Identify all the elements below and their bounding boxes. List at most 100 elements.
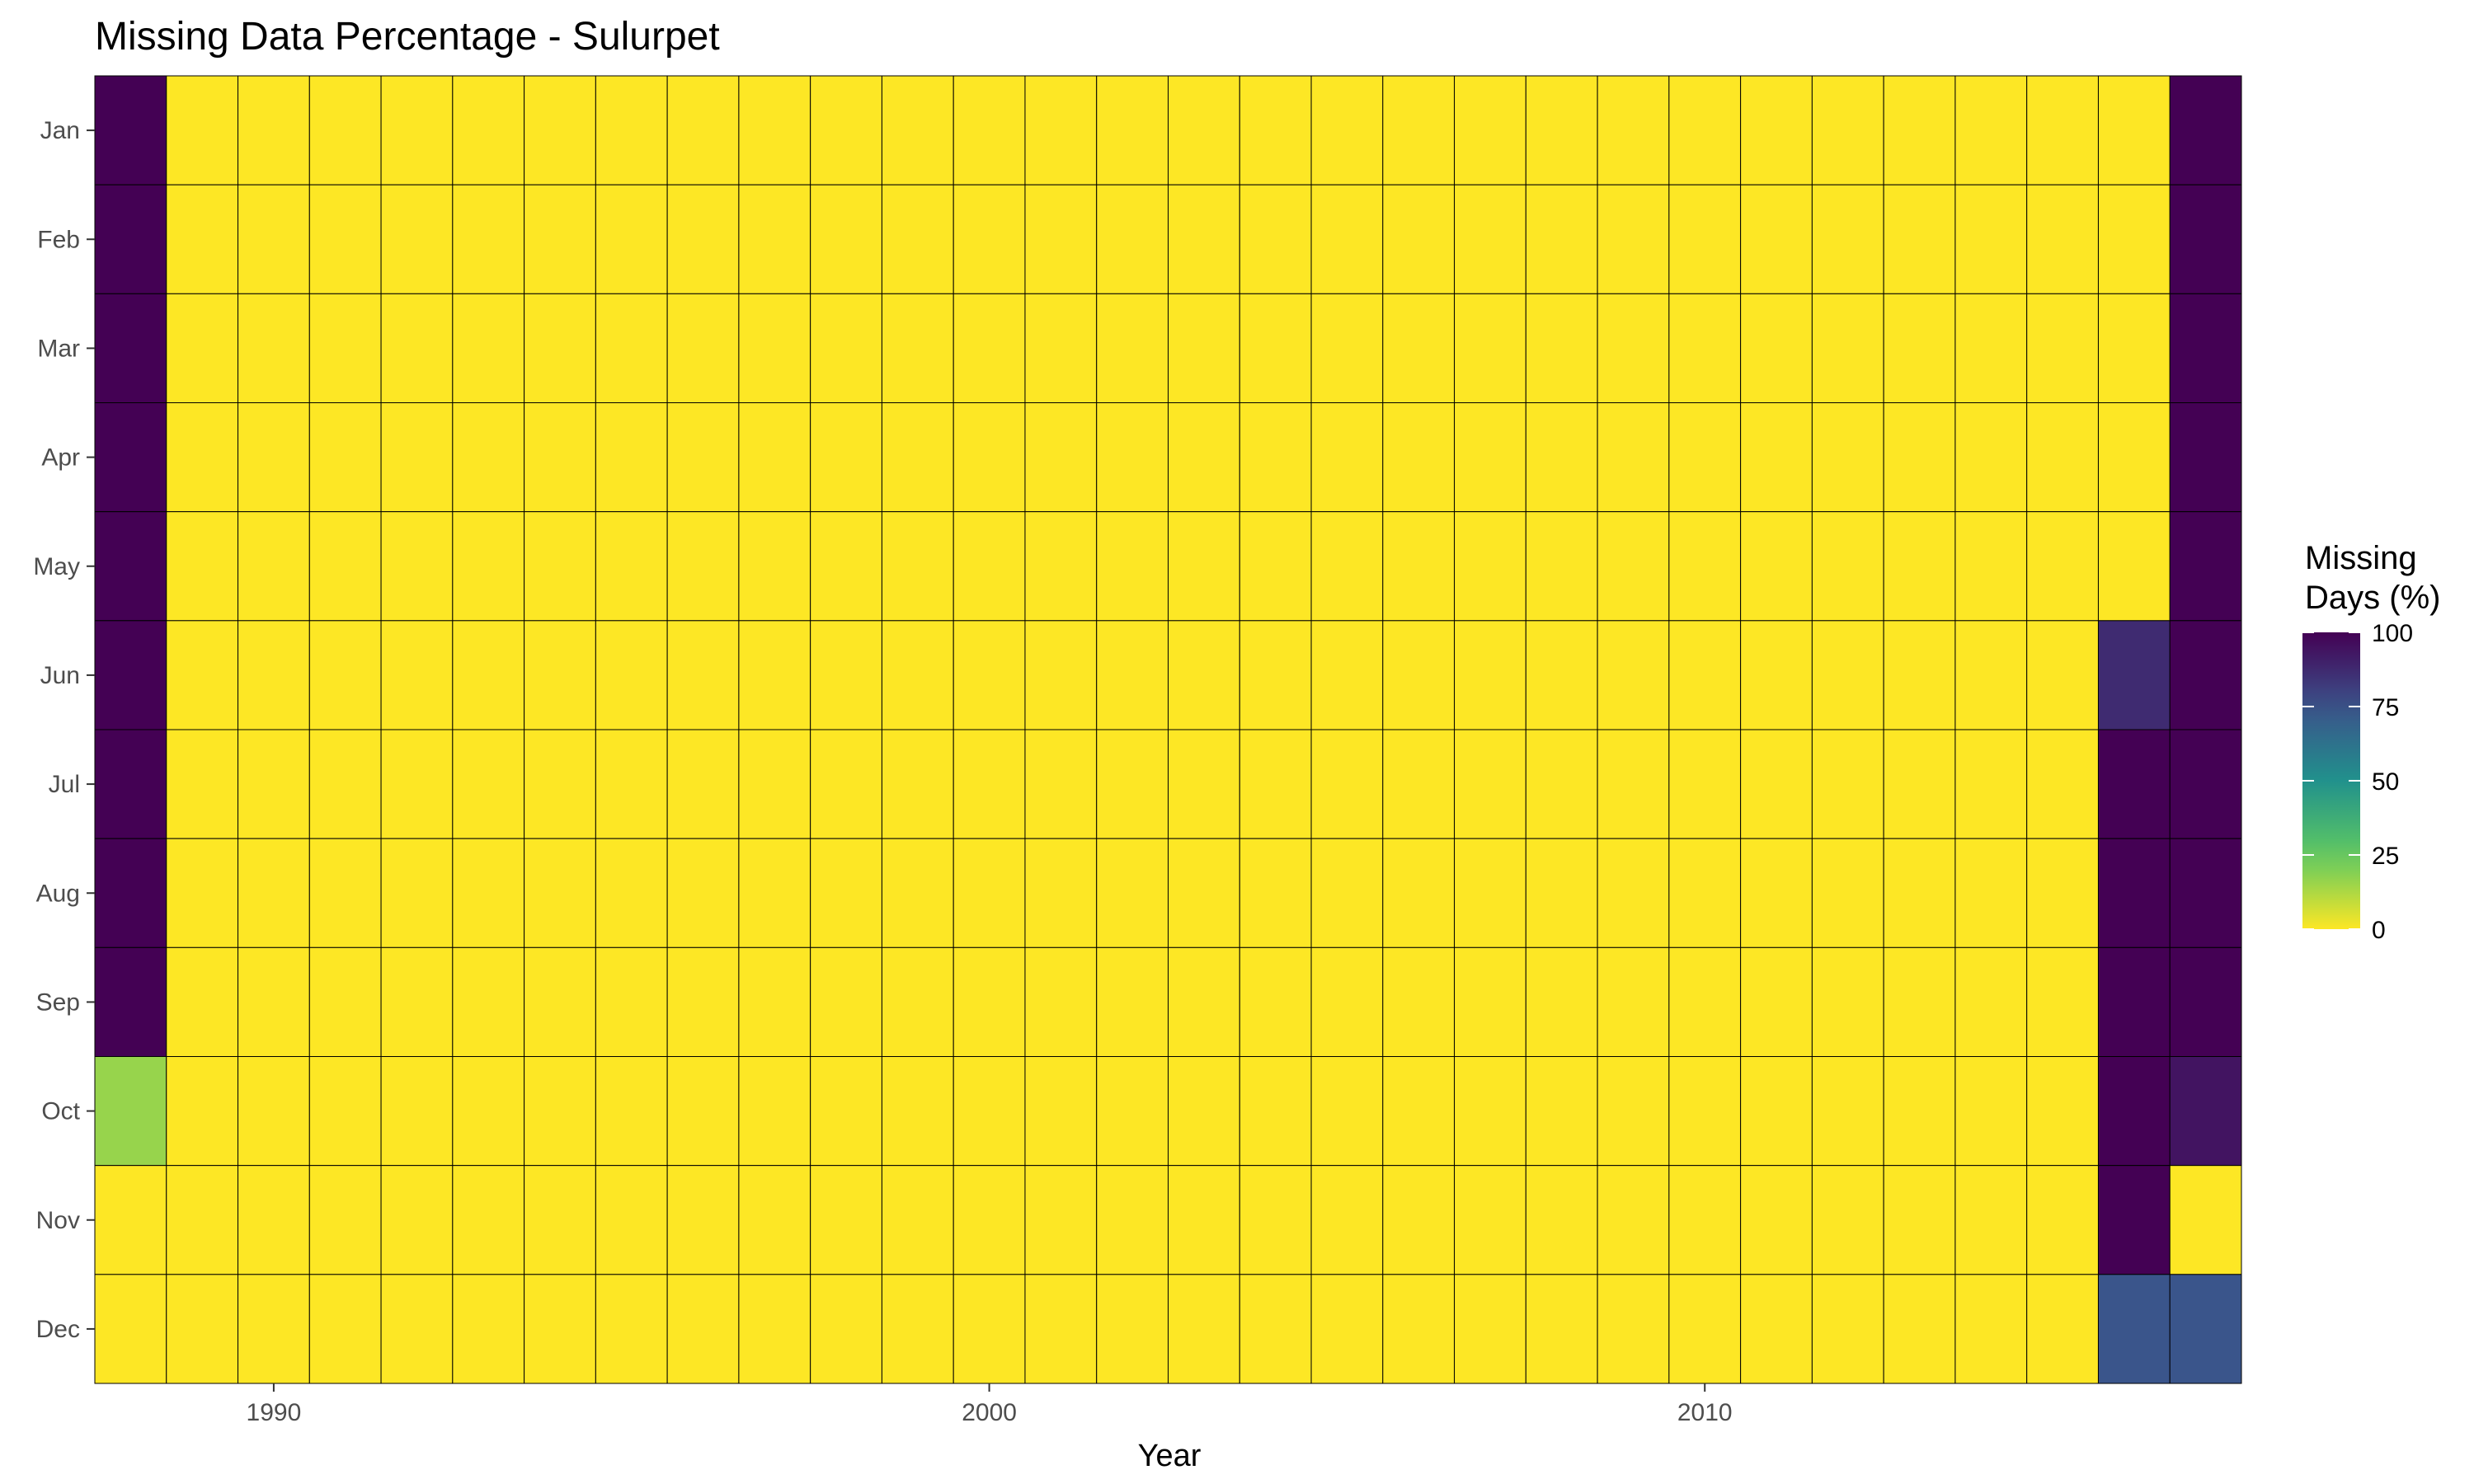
heatmap-cell-1989-oct xyxy=(166,1056,239,1167)
heatmap-cell-1998-jun xyxy=(810,620,882,730)
heatmap-cell-2011-jul xyxy=(1740,729,1813,839)
heatmap-cell-2004-may xyxy=(1239,511,1312,622)
y-tick-label: Jul xyxy=(49,771,80,798)
heatmap-cell-1991-oct xyxy=(308,1056,382,1167)
heatmap-cell-1990-apr xyxy=(238,402,310,513)
heatmap-cell-1999-sep xyxy=(881,946,954,1058)
heatmap-cell-2009-sep xyxy=(1597,946,1670,1058)
heatmap-cell-2003-nov xyxy=(1168,1165,1240,1275)
legend-title-line1: Missing xyxy=(2305,540,2417,576)
heatmap-cell-2017-jul xyxy=(2169,729,2242,839)
heatmap-cell-1999-oct xyxy=(881,1056,954,1167)
heatmap-cell-1998-jul xyxy=(810,729,882,839)
y-tick-label: Sep xyxy=(36,989,80,1016)
heatmap-cell-2008-sep xyxy=(1525,946,1598,1058)
heatmap-cell-1988-jan xyxy=(94,75,167,186)
y-tick-label: Dec xyxy=(36,1316,80,1343)
heatmap-cell-1990-jul xyxy=(238,729,310,839)
heatmap-cell-1989-jul xyxy=(166,729,239,839)
heatmap-cell-1992-aug xyxy=(380,838,454,948)
x-axis: 1990 2000 2010 xyxy=(247,1383,1733,1426)
heatmap-cell-1996-jul xyxy=(666,729,740,839)
heatmap-cell-2008-jun xyxy=(1525,620,1598,730)
heatmap-cell-1993-sep xyxy=(452,946,525,1058)
heatmap-cell-2014-oct xyxy=(1954,1056,2028,1167)
heatmap-cell-2016-sep xyxy=(2097,946,2171,1058)
heatmap-cell-2013-mar xyxy=(1883,293,1956,404)
heatmap-cell-1991-feb xyxy=(308,184,382,294)
heatmap-cell-2001-dec xyxy=(1024,1274,1098,1384)
heatmap-cell-2014-jan xyxy=(1954,75,2028,186)
heatmap-cell-2009-mar xyxy=(1597,293,1670,404)
heatmap-cell-2017-jun xyxy=(2169,620,2242,730)
heatmap-cell-2003-jan xyxy=(1168,75,1240,186)
heatmap-cell-2016-dec xyxy=(2097,1274,2171,1384)
heatmap-cell-2013-sep xyxy=(1883,946,1956,1058)
heatmap-cell-1993-feb xyxy=(452,184,525,294)
heatmap-cell-2017-aug xyxy=(2169,838,2242,948)
heatmap-cell-2000-aug xyxy=(952,838,1026,948)
heatmap-cell-1996-sep xyxy=(666,946,740,1058)
y-tick-label: Apr xyxy=(41,444,80,472)
heatmap-cell-2003-may xyxy=(1168,511,1240,622)
heatmap-cell-2007-oct xyxy=(1454,1056,1526,1167)
heatmap-cell-2015-dec xyxy=(2026,1274,2099,1384)
heatmap-cell-2012-dec xyxy=(1811,1274,1884,1384)
heatmap-cell-2004-jul xyxy=(1239,729,1312,839)
heatmap-cell-2008-apr xyxy=(1525,402,1598,513)
heatmap-cell-2017-feb xyxy=(2169,184,2242,294)
heatmap-cell-1996-apr xyxy=(666,402,740,513)
heatmap-cell-1995-aug xyxy=(595,838,668,948)
heatmap-cell-2008-dec xyxy=(1525,1274,1598,1384)
heatmap-cell-1992-jan xyxy=(380,75,454,186)
heatmap-cell-2001-sep xyxy=(1024,946,1098,1058)
heatmap-cell-1999-nov xyxy=(881,1165,954,1275)
heatmap-cell-2014-sep xyxy=(1954,946,2028,1058)
heatmap-cell-2017-sep xyxy=(2169,946,2242,1058)
heatmap-cell-2012-jul xyxy=(1811,729,1884,839)
heatmap-cell-2011-oct xyxy=(1740,1056,1813,1167)
heatmap-cell-2010-sep xyxy=(1668,946,1742,1058)
heatmap-cell-2003-jun xyxy=(1168,620,1240,730)
heatmap-cell-2011-dec xyxy=(1740,1274,1813,1384)
legend-tick-label: 75 xyxy=(2372,694,2399,721)
legend-ticks: 100 75 50 25 0 xyxy=(2302,620,2413,944)
heatmap-cell-1994-jun xyxy=(524,620,596,730)
heatmap-cell-2012-mar xyxy=(1811,293,1884,404)
heatmap-cell-2010-dec xyxy=(1668,1274,1742,1384)
heatmap-cell-2002-apr xyxy=(1096,402,1169,513)
heatmap-cell-1991-apr xyxy=(308,402,382,513)
heatmap-cell-2000-jul xyxy=(952,729,1026,839)
heatmap-cell-1988-feb xyxy=(94,184,167,294)
heatmap-cell-2014-jun xyxy=(1954,620,2028,730)
heatmap-cell-2006-sep xyxy=(1382,946,1456,1058)
heatmap-cell-2017-oct xyxy=(2169,1056,2242,1167)
heatmap-cell-2001-mar xyxy=(1024,293,1098,404)
heatmap-cell-2000-may xyxy=(952,511,1026,622)
heatmap-cell-2005-sep xyxy=(1310,946,1384,1058)
heatmap-cell-1990-oct xyxy=(238,1056,310,1167)
legend-title-line2: Days (%) xyxy=(2305,580,2440,616)
heatmap-cell-1997-sep xyxy=(738,946,811,1058)
heatmap-cell-1990-nov xyxy=(238,1165,310,1275)
heatmap-cell-1996-nov xyxy=(666,1165,740,1275)
heatmap-cell-2005-jan xyxy=(1310,75,1384,186)
heatmap-cell-2016-feb xyxy=(2097,184,2171,294)
heatmap-cell-2008-may xyxy=(1525,511,1598,622)
heatmap-cell-1991-dec xyxy=(308,1274,382,1384)
heatmap-cell-2002-nov xyxy=(1096,1165,1169,1275)
heatmap-cell-1998-mar xyxy=(810,293,882,404)
heatmap-cell-2008-jul xyxy=(1525,729,1598,839)
heatmap-cell-1989-mar xyxy=(166,293,239,404)
heatmap-cell-1991-jun xyxy=(308,620,382,730)
heatmap-cell-1995-jan xyxy=(595,75,668,186)
heatmap-cell-2016-nov xyxy=(2097,1165,2171,1275)
heatmap-cell-2012-jan xyxy=(1811,75,1884,186)
heatmap-cell-2003-mar xyxy=(1168,293,1240,404)
heatmap-cell-2008-mar xyxy=(1525,293,1598,404)
heatmap-cell-2014-dec xyxy=(1954,1274,2028,1384)
color-legend: Missing Days (%) 100 75 50 25 0 xyxy=(2302,540,2440,944)
heatmap-cell-2001-feb xyxy=(1024,184,1098,294)
heatmap-cell-2007-sep xyxy=(1454,946,1526,1058)
heatmap-cell-1993-oct xyxy=(452,1056,525,1167)
